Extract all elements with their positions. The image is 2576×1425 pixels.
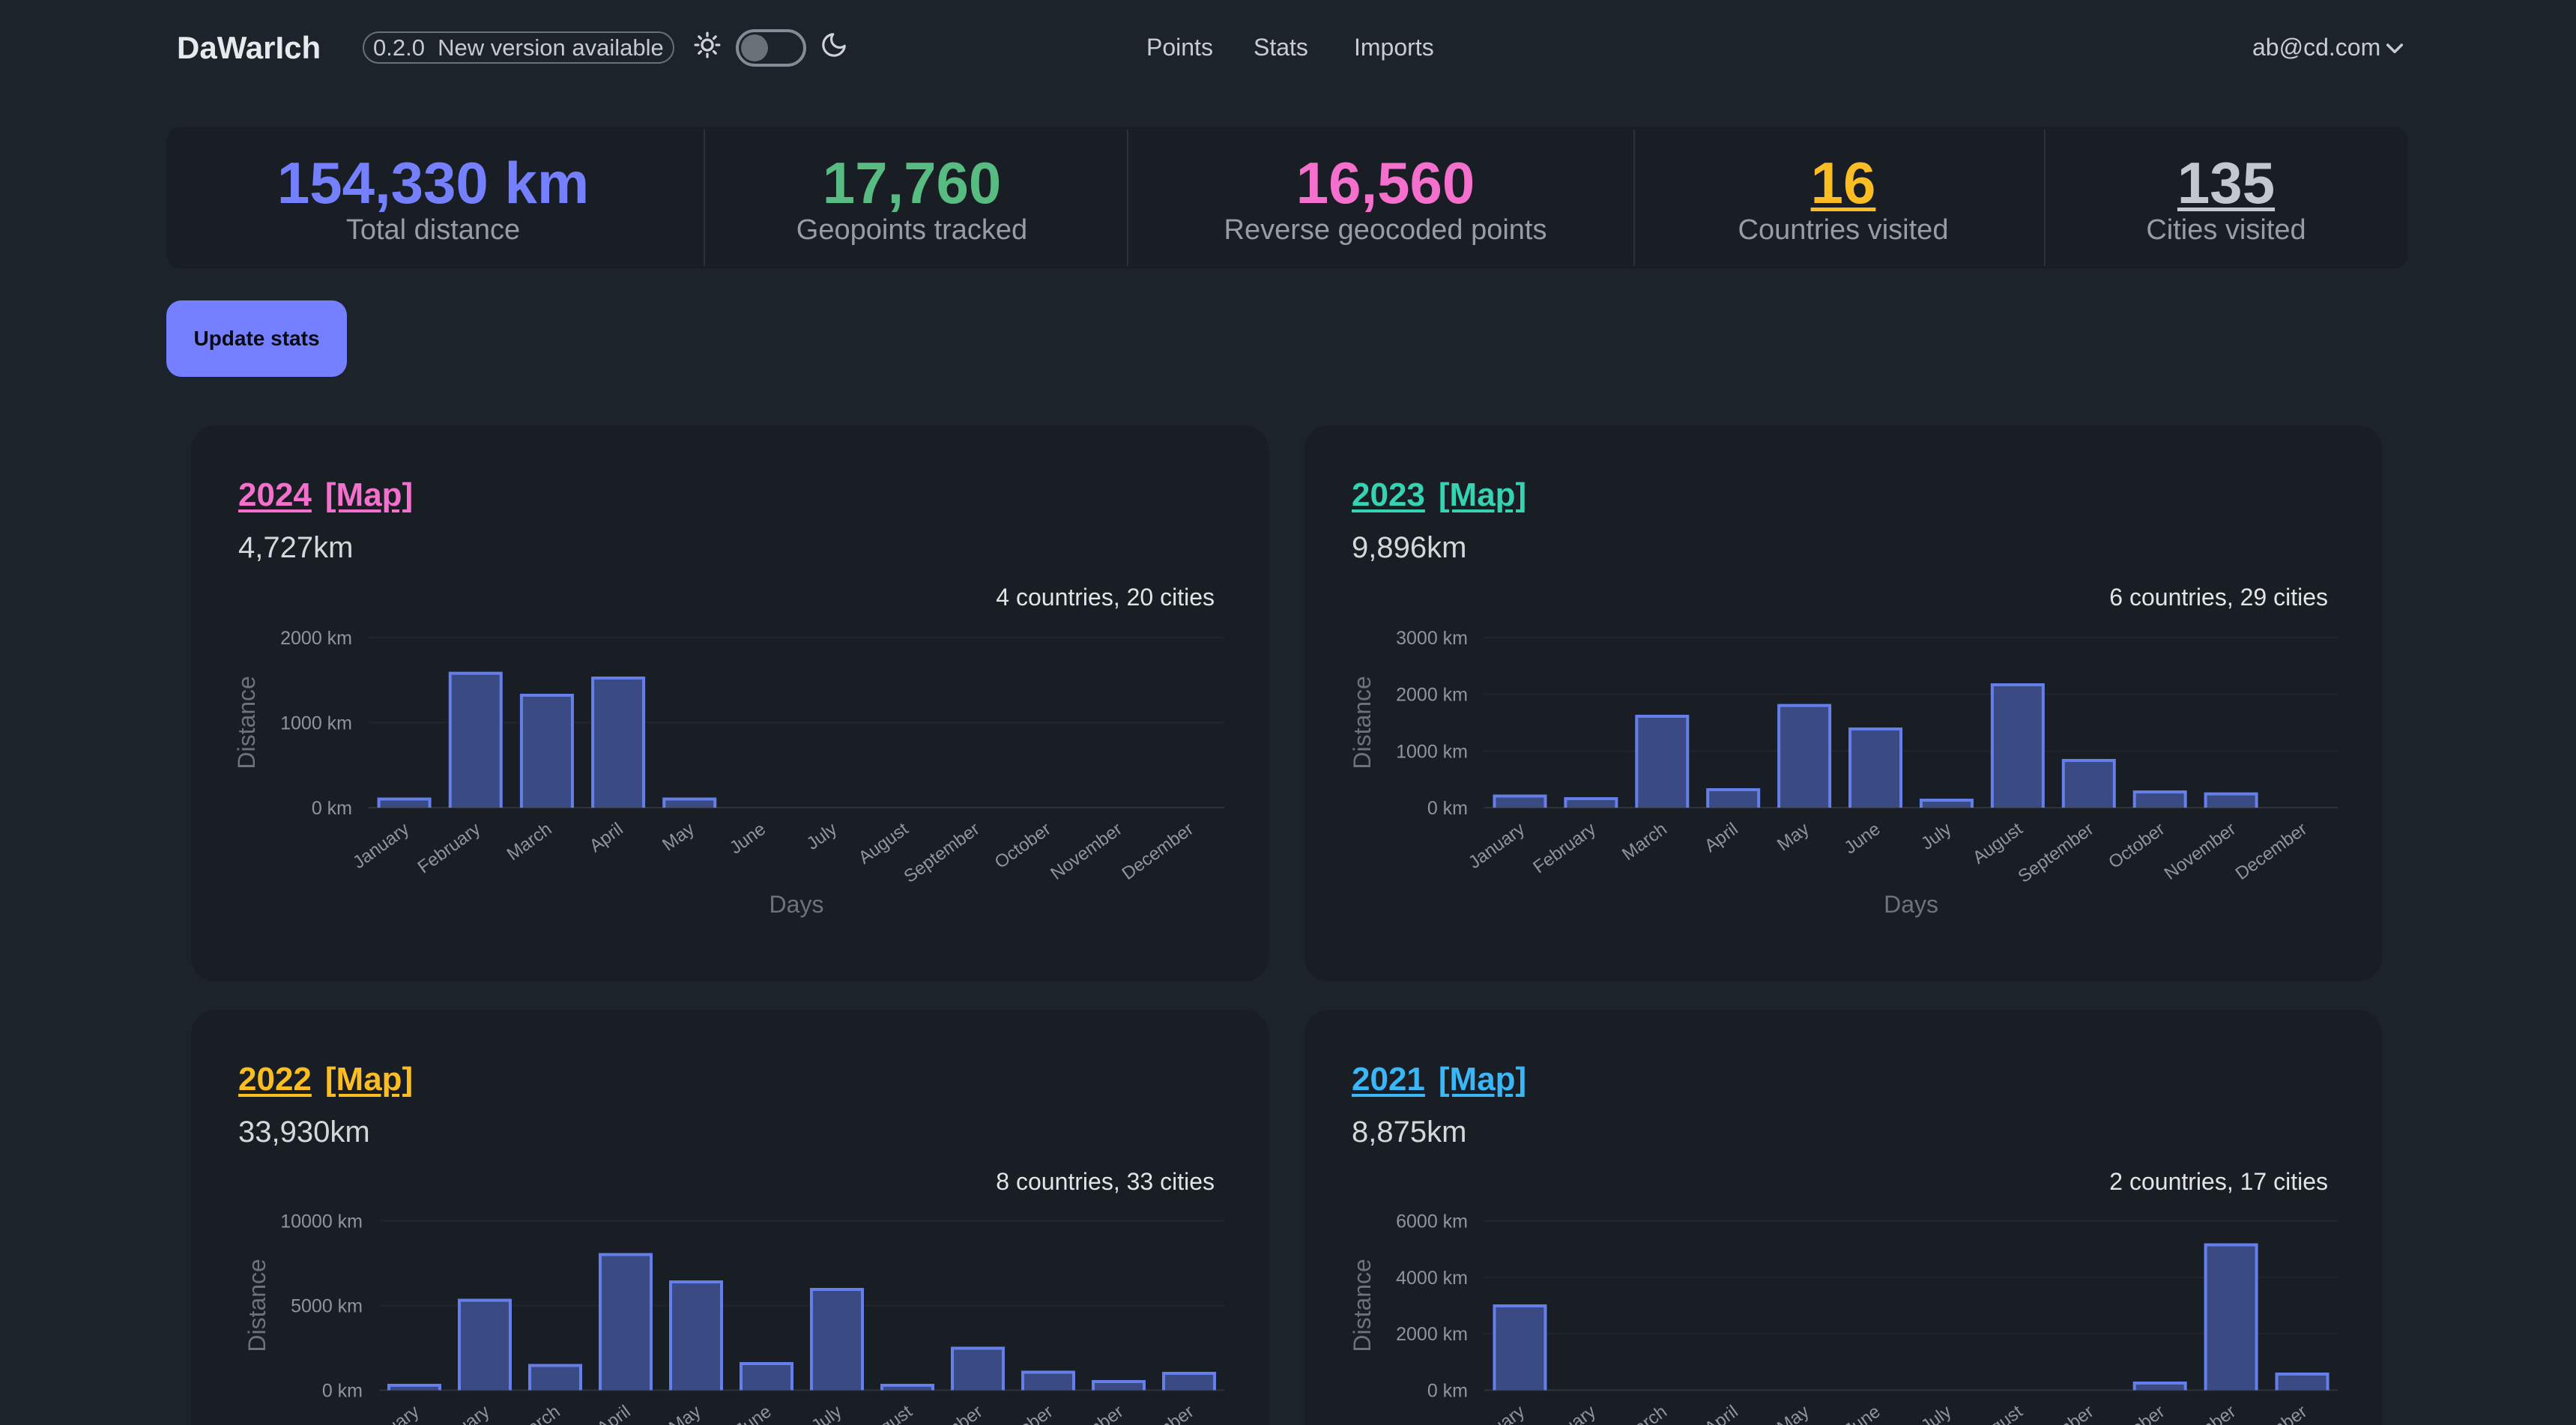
- svg-text:January: January: [360, 1402, 423, 1425]
- svg-text:September: September: [904, 1402, 987, 1425]
- svg-text:August: August: [1969, 819, 2027, 868]
- svg-text:March: March: [1618, 1402, 1671, 1425]
- svg-text:October: October: [994, 1402, 1057, 1425]
- svg-text:Distance: Distance: [244, 1259, 270, 1352]
- svg-text:May: May: [1774, 1402, 1813, 1425]
- svg-text:Distance: Distance: [1349, 676, 1376, 769]
- svg-text:March: March: [1618, 819, 1671, 865]
- svg-text:Distance: Distance: [1349, 1259, 1376, 1352]
- svg-text:0 km: 0 km: [322, 1381, 363, 1402]
- svg-text:September: September: [901, 819, 984, 887]
- svg-text:Days: Days: [1884, 891, 1938, 918]
- svg-text:March: March: [512, 1402, 564, 1425]
- svg-text:August: August: [1969, 1401, 2027, 1425]
- svg-text:September: September: [2014, 1402, 2097, 1425]
- svg-text:June: June: [726, 819, 770, 858]
- svg-text:August: August: [859, 1401, 916, 1425]
- svg-text:0 km: 0 km: [312, 798, 352, 819]
- svg-text:December: December: [2232, 819, 2311, 884]
- svg-text:August: August: [855, 819, 913, 868]
- svg-text:November: November: [2161, 819, 2240, 884]
- svg-text:1000 km: 1000 km: [280, 713, 352, 734]
- svg-text:Distance: Distance: [233, 676, 260, 769]
- svg-text:April: April: [593, 1402, 635, 1425]
- svg-text:October: October: [2105, 819, 2168, 873]
- svg-text:February: February: [1529, 1402, 1600, 1425]
- svg-text:2000 km: 2000 km: [1396, 685, 1468, 706]
- svg-text:July: July: [1917, 819, 1955, 854]
- svg-text:March: March: [504, 819, 556, 865]
- svg-text:December: December: [2232, 1402, 2311, 1425]
- svg-text:April: April: [1701, 819, 1742, 856]
- svg-text:6000 km: 6000 km: [1396, 1211, 1468, 1232]
- svg-text:January: January: [1465, 819, 1529, 873]
- svg-text:November: November: [1047, 819, 1125, 884]
- svg-text:2000 km: 2000 km: [1396, 1324, 1468, 1345]
- svg-text:February: February: [1529, 819, 1600, 877]
- svg-text:May: May: [659, 819, 698, 855]
- svg-text:4000 km: 4000 km: [1396, 1268, 1468, 1289]
- svg-text:December: December: [1119, 819, 1197, 884]
- svg-text:April: April: [1701, 1402, 1742, 1425]
- svg-text:0 km: 0 km: [1427, 798, 1468, 819]
- svg-text:June: June: [1841, 819, 1884, 858]
- svg-text:0 km: 0 km: [1427, 1381, 1468, 1402]
- svg-text:October: October: [991, 819, 1055, 873]
- svg-text:September: September: [2014, 819, 2097, 887]
- svg-text:5000 km: 5000 km: [291, 1296, 363, 1317]
- svg-text:July: July: [803, 819, 841, 854]
- svg-text:July: July: [808, 1402, 845, 1425]
- svg-text:December: December: [1119, 1402, 1197, 1425]
- svg-text:June: June: [732, 1402, 775, 1425]
- svg-text:June: June: [1841, 1402, 1884, 1425]
- svg-text:January: January: [1465, 1402, 1529, 1425]
- svg-text:3000 km: 3000 km: [1396, 628, 1468, 649]
- svg-text:2000 km: 2000 km: [280, 628, 352, 649]
- svg-text:July: July: [1917, 1402, 1955, 1425]
- svg-text:April: April: [586, 819, 627, 856]
- svg-text:January: January: [349, 819, 413, 873]
- svg-text:February: February: [423, 1402, 494, 1425]
- svg-text:10000 km: 10000 km: [280, 1211, 363, 1232]
- svg-text:Days: Days: [770, 891, 824, 918]
- svg-text:February: February: [414, 819, 485, 877]
- svg-text:May: May: [665, 1402, 705, 1425]
- svg-text:October: October: [2105, 1402, 2168, 1425]
- svg-text:November: November: [2161, 1402, 2240, 1425]
- svg-text:1000 km: 1000 km: [1396, 741, 1468, 762]
- svg-text:May: May: [1774, 819, 1813, 855]
- svg-text:November: November: [1048, 1402, 1127, 1425]
